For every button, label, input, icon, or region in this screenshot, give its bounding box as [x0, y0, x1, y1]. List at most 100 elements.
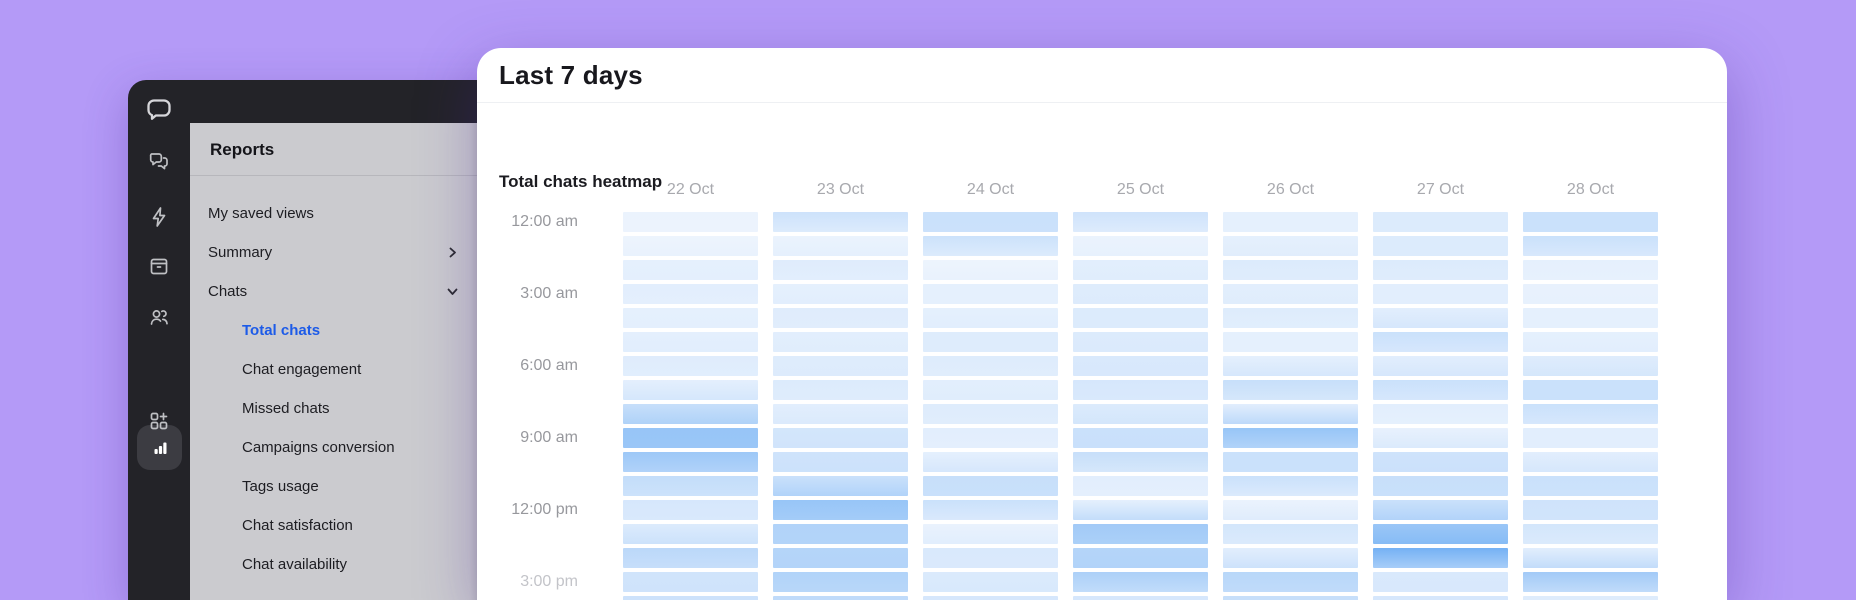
heatmap-cell[interactable]	[1373, 308, 1508, 328]
menu-item-chat-engagement[interactable]: Chat engagement	[242, 361, 362, 378]
heatmap-cell[interactable]	[1373, 428, 1508, 448]
automation-lightning-icon[interactable]	[147, 205, 171, 229]
heatmap-cell[interactable]	[1523, 476, 1658, 496]
heatmap-cell[interactable]	[623, 548, 758, 568]
heatmap-cell[interactable]	[1223, 260, 1358, 280]
heatmap-cell[interactable]	[1373, 356, 1508, 376]
heatmap-cell[interactable]	[1523, 596, 1658, 600]
menu-item-my-saved-views[interactable]: My saved views	[208, 205, 314, 222]
heatmap-cell[interactable]	[623, 260, 758, 280]
heatmap-cell[interactable]	[623, 524, 758, 544]
heatmap-cell[interactable]	[1523, 524, 1658, 544]
heatmap-cell[interactable]	[1523, 356, 1658, 376]
heatmap-cell[interactable]	[1523, 236, 1658, 256]
heatmap-cell[interactable]	[1073, 212, 1208, 232]
apps-plus-icon[interactable]	[147, 409, 171, 433]
heatmap-cell[interactable]	[623, 212, 758, 232]
team-icon[interactable]	[147, 305, 171, 329]
heatmap-cell[interactable]	[1523, 332, 1658, 352]
heatmap-cell[interactable]	[1373, 404, 1508, 424]
heatmap-cell[interactable]	[623, 428, 758, 448]
heatmap-cell[interactable]	[773, 572, 908, 592]
heatmap-cell[interactable]	[923, 236, 1058, 256]
heatmap-cell[interactable]	[1223, 596, 1358, 600]
heatmap-cell[interactable]	[1523, 404, 1658, 424]
heatmap-cell[interactable]	[1223, 524, 1358, 544]
heatmap-cell[interactable]	[773, 452, 908, 472]
heatmap-cell[interactable]	[623, 236, 758, 256]
heatmap-cell[interactable]	[1073, 428, 1208, 448]
heatmap-cell[interactable]	[773, 596, 908, 600]
heatmap-cell[interactable]	[773, 356, 908, 376]
heatmap-cell[interactable]	[923, 524, 1058, 544]
heatmap-cell[interactable]	[773, 236, 908, 256]
heatmap-cell[interactable]	[1223, 428, 1358, 448]
heatmap-cell[interactable]	[623, 572, 758, 592]
heatmap-cell[interactable]	[1223, 380, 1358, 400]
heatmap-cell[interactable]	[923, 428, 1058, 448]
heatmap-cell[interactable]	[773, 428, 908, 448]
heatmap-cell[interactable]	[623, 308, 758, 328]
heatmap-cell[interactable]	[623, 284, 758, 304]
heatmap-cell[interactable]	[1373, 212, 1508, 232]
chats-icon[interactable]	[147, 149, 171, 173]
heatmap-cell[interactable]	[1523, 548, 1658, 568]
heatmap-cell[interactable]	[1523, 428, 1658, 448]
heatmap-cell[interactable]	[1373, 332, 1508, 352]
heatmap-cell[interactable]	[1073, 356, 1208, 376]
heatmap-cell[interactable]	[1223, 356, 1358, 376]
heatmap-cell[interactable]	[773, 212, 908, 232]
heatmap-cell[interactable]	[623, 476, 758, 496]
heatmap-cell[interactable]	[923, 452, 1058, 472]
heatmap-cell[interactable]	[773, 476, 908, 496]
heatmap-cell[interactable]	[1073, 404, 1208, 424]
heatmap-cell[interactable]	[773, 284, 908, 304]
heatmap-cell[interactable]	[623, 332, 758, 352]
menu-item-campaigns-conversion[interactable]: Campaigns conversion	[242, 439, 395, 456]
heatmap-cell[interactable]	[923, 476, 1058, 496]
heatmap-cell[interactable]	[923, 500, 1058, 520]
heatmap-cell[interactable]	[1373, 500, 1508, 520]
heatmap-cell[interactable]	[923, 596, 1058, 600]
heatmap-cell[interactable]	[1073, 380, 1208, 400]
heatmap-cell[interactable]	[1523, 572, 1658, 592]
heatmap-cell[interactable]	[773, 332, 908, 352]
heatmap-cell[interactable]	[1073, 332, 1208, 352]
heatmap-cell[interactable]	[1223, 452, 1358, 472]
heatmap-cell[interactable]	[1073, 572, 1208, 592]
heatmap-cell[interactable]	[1373, 452, 1508, 472]
heatmap-cell[interactable]	[773, 308, 908, 328]
menu-item-missed-chats[interactable]: Missed chats	[242, 400, 330, 417]
heatmap-cell[interactable]	[1523, 452, 1658, 472]
heatmap-cell[interactable]	[773, 380, 908, 400]
heatmap-cell[interactable]	[1223, 476, 1358, 496]
heatmap-cell[interactable]	[1223, 404, 1358, 424]
heatmap-cell[interactable]	[1523, 380, 1658, 400]
heatmap-cell[interactable]	[923, 572, 1058, 592]
heatmap-cell[interactable]	[1223, 500, 1358, 520]
archives-icon[interactable]	[147, 254, 171, 278]
heatmap-cell[interactable]	[773, 524, 908, 544]
heatmap-cell[interactable]	[923, 380, 1058, 400]
heatmap-cell[interactable]	[1373, 260, 1508, 280]
heatmap-cell[interactable]	[1223, 572, 1358, 592]
heatmap-cell[interactable]	[1373, 548, 1508, 568]
heatmap-cell[interactable]	[1373, 572, 1508, 592]
heatmap-cell[interactable]	[1373, 380, 1508, 400]
heatmap-cell[interactable]	[923, 404, 1058, 424]
heatmap-cell[interactable]	[1523, 260, 1658, 280]
heatmap-cell[interactable]	[773, 260, 908, 280]
menu-item-tags-usage[interactable]: Tags usage	[242, 478, 319, 495]
heatmap-cell[interactable]	[923, 332, 1058, 352]
heatmap-cell[interactable]	[1223, 548, 1358, 568]
heatmap-cell[interactable]	[1223, 284, 1358, 304]
heatmap-cell[interactable]	[1073, 524, 1208, 544]
menu-item-chat-availability[interactable]: Chat availability	[242, 556, 348, 573]
heatmap-cell[interactable]	[1073, 548, 1208, 568]
menu-item-summary[interactable]: Summary	[190, 233, 477, 272]
menu-item-chats[interactable]: Chats	[190, 272, 477, 311]
heatmap-cell[interactable]	[1223, 308, 1358, 328]
heatmap-cell[interactable]	[1523, 212, 1658, 232]
heatmap-cell[interactable]	[1073, 236, 1208, 256]
heatmap-cell[interactable]	[623, 596, 758, 600]
